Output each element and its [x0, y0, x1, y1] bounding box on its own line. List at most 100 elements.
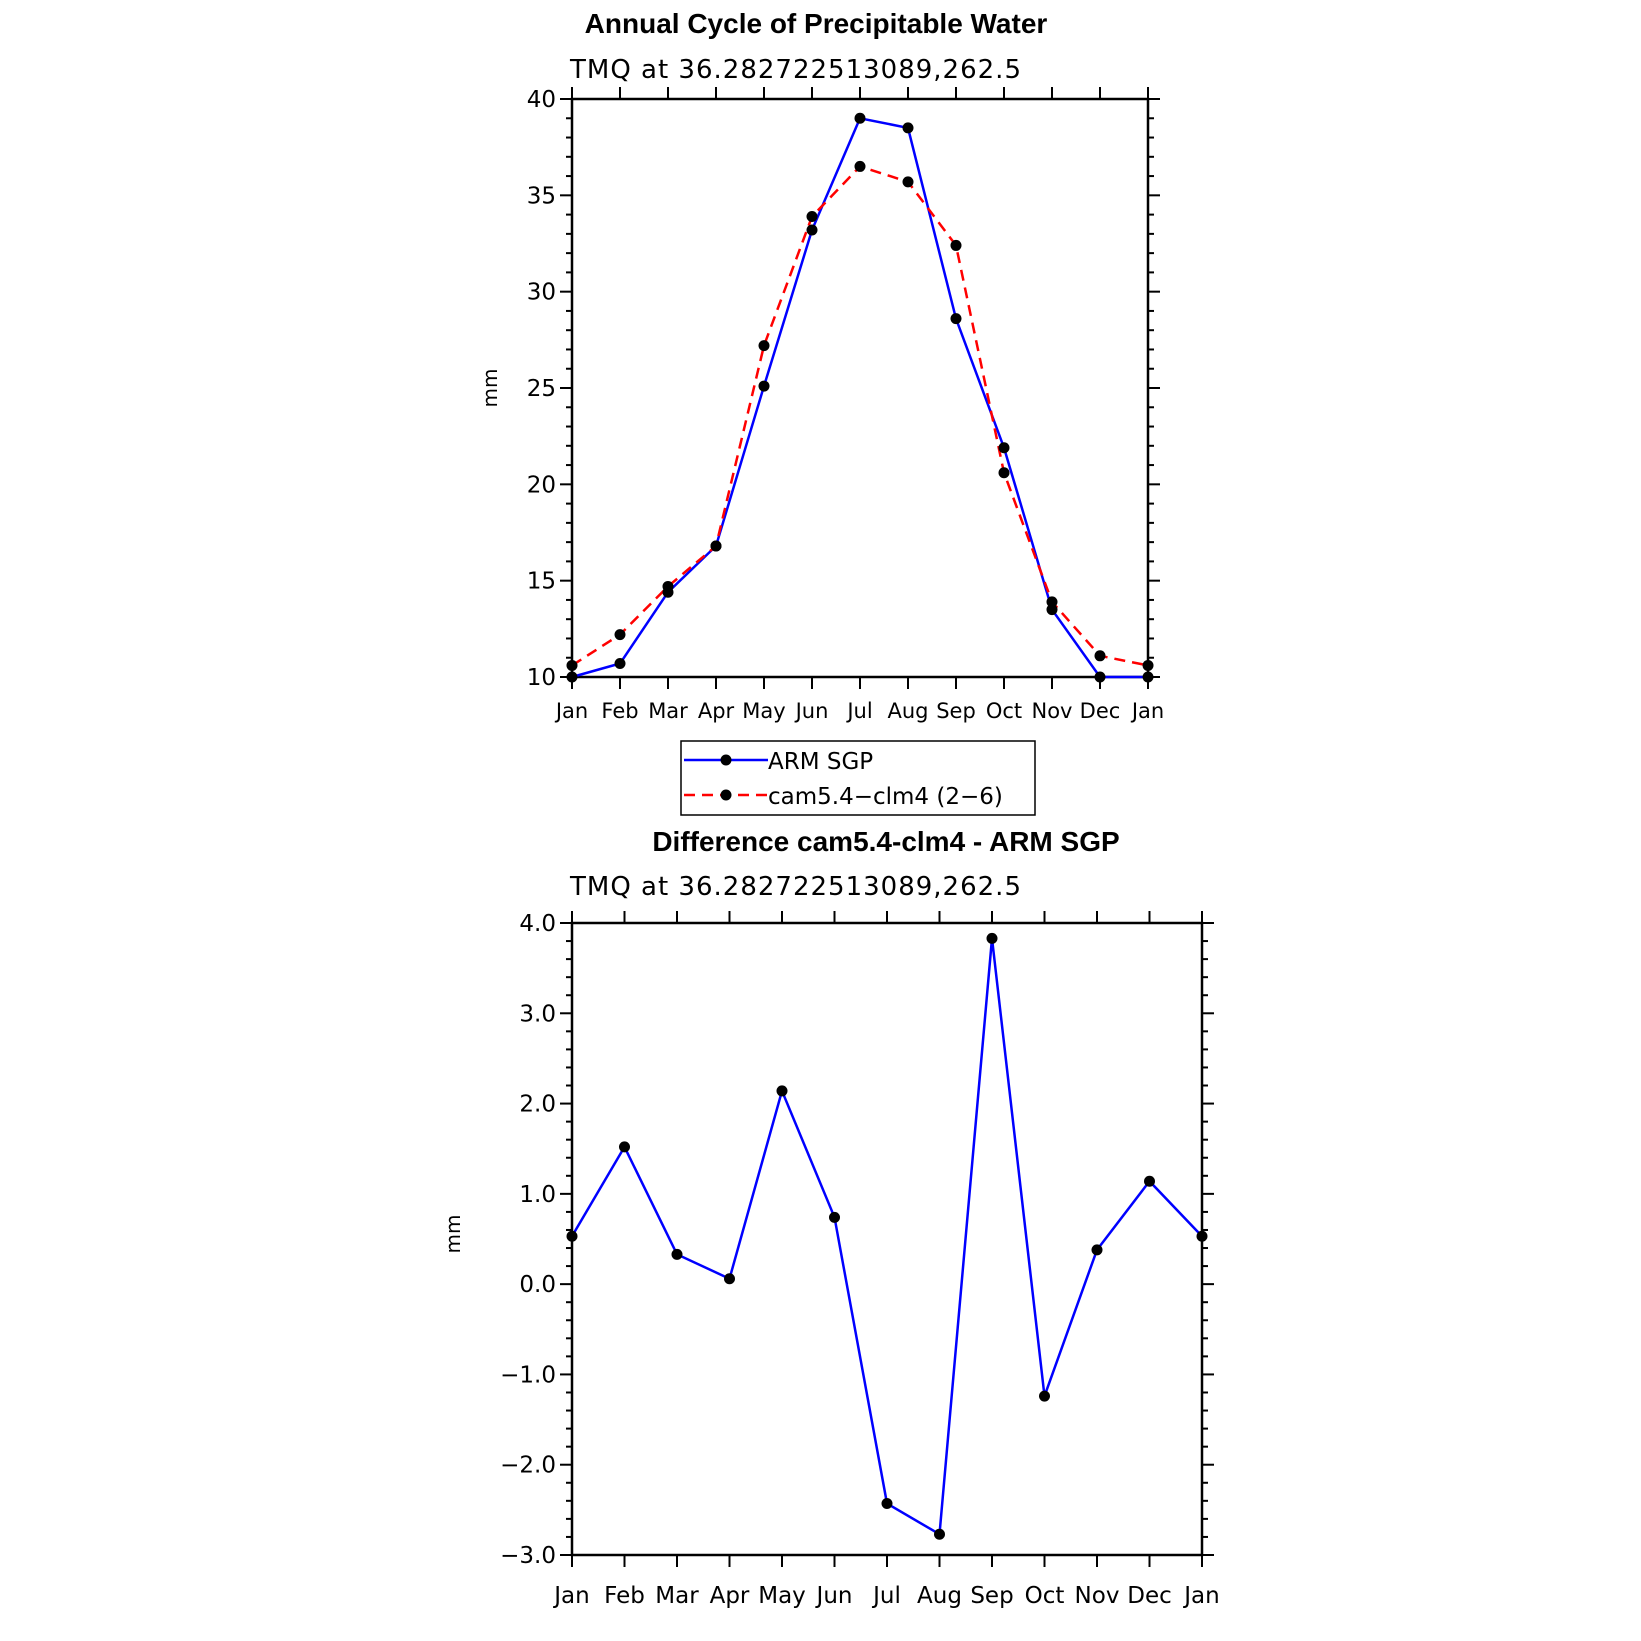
data-point — [934, 1528, 945, 1540]
x-tick-label: Jun — [794, 699, 829, 723]
x-tick-label: Jul — [871, 1583, 901, 1609]
x-tick-label: Nov — [1032, 699, 1073, 723]
x-tick-label: Aug — [887, 699, 928, 723]
y-tick-label: 25 — [527, 376, 556, 402]
data-point — [1142, 671, 1154, 683]
data-point — [1046, 604, 1058, 616]
difference-chart: Difference cam5.4-clm4 - ARM SGP TMQ at … — [441, 826, 1220, 1609]
y-tick-label: 15 — [527, 569, 556, 595]
data-point — [662, 580, 674, 592]
data-point — [1094, 650, 1106, 662]
data-point — [1094, 671, 1106, 683]
x-tick-label: Jul — [845, 699, 872, 723]
x-tick-label: Mar — [648, 699, 688, 723]
data-point — [1091, 1244, 1103, 1256]
x-tick-label: Jan — [554, 699, 588, 723]
data-point — [854, 112, 866, 124]
legend: ARM SGP cam5.4−clm4 (2−6) — [680, 740, 1036, 816]
data-point — [758, 380, 770, 392]
data-point — [758, 340, 770, 352]
data-point — [614, 658, 626, 670]
series-line-0 — [570, 938, 1203, 1537]
x-tick-label: Sep — [970, 1583, 1013, 1609]
data-point — [1046, 596, 1058, 608]
y-tick-label: 0.0 — [519, 1272, 556, 1298]
data-point — [902, 122, 914, 134]
data-point — [776, 1085, 788, 1097]
y-tick-label: 3.0 — [519, 1001, 556, 1027]
legend-label-arm-sgp: ARM SGP — [768, 749, 873, 775]
x-tick-label: Oct — [1025, 1583, 1065, 1609]
legend-label-cam: cam5.4−clm4 (2−6) — [768, 784, 1003, 810]
y-tick-label: 10 — [527, 665, 556, 691]
data-point — [724, 1273, 735, 1285]
x-tick-label: Sep — [936, 699, 976, 723]
annual-cycle-chart: Annual Cycle of Precipitable Water TMQ a… — [478, 8, 1164, 723]
data-point — [1144, 1175, 1155, 1187]
x-tick-label: Feb — [604, 1583, 645, 1609]
data-point — [902, 176, 914, 188]
legend-marker-arm-sgp — [720, 754, 732, 766]
chart-title: Annual Cycle of Precipitable Water — [585, 8, 1048, 39]
plot-frame — [570, 921, 1204, 1557]
data-point — [881, 1498, 893, 1510]
series-line-0 — [571, 116, 1148, 679]
data-point — [671, 1248, 683, 1260]
data-point — [986, 932, 998, 944]
data-point — [1142, 659, 1154, 671]
data-point — [854, 160, 866, 172]
y-tick-label: −3.0 — [500, 1543, 556, 1569]
data-point — [950, 239, 962, 251]
plot-area: −3.0 −2.0 −1.0 0.0 1.0 2.0 3.0 4.0 Jan Feb Mar Apr M… — [500, 911, 1220, 1609]
chart-title: Difference cam5.4-clm4 - ARM SGP — [652, 826, 1119, 857]
y-tick-label: 20 — [527, 472, 556, 498]
data-point — [806, 211, 818, 223]
x-tick-label: Oct — [986, 699, 1022, 723]
x-tick-label: May — [742, 699, 785, 723]
plot-area: 10 15 20 25 30 35 40 Jan Feb Mar Apr May Jun Jul Aug Se… — [527, 87, 1164, 723]
x-tick-label: Jan — [552, 1583, 589, 1609]
data-point — [710, 540, 722, 552]
y-axis-label: mm — [441, 1215, 465, 1254]
x-tick-label: Aug — [917, 1583, 962, 1609]
chart-subtitle: TMQ at 36.282722513089,262.5 — [569, 55, 1022, 85]
data-point — [1039, 1390, 1050, 1402]
data-point — [1196, 1230, 1208, 1242]
series-line-1 — [571, 165, 1149, 667]
x-tick-label: Jun — [815, 1583, 853, 1609]
data-point — [806, 224, 818, 236]
y-axis-label: mm — [478, 369, 502, 408]
y-tick-label: 30 — [527, 280, 556, 306]
y-tick-label: −1.0 — [500, 1362, 556, 1388]
chart-subtitle: TMQ at 36.282722513089,262.5 — [569, 872, 1022, 902]
y-tick-label: −2.0 — [500, 1453, 556, 1479]
y-tick-label: 2.0 — [519, 1092, 556, 1118]
x-tick-label: Jan — [1182, 1583, 1219, 1609]
data-point — [998, 442, 1010, 454]
y-tick-label: 35 — [527, 183, 556, 209]
x-tick-label: Apr — [698, 699, 735, 723]
data-point — [566, 1230, 578, 1242]
x-tick-label: Dec — [1127, 1583, 1172, 1609]
data-point — [829, 1211, 840, 1223]
data-point — [566, 671, 578, 683]
x-tick-label: Nov — [1075, 1583, 1120, 1609]
x-tick-label: Mar — [655, 1583, 699, 1609]
data-point — [619, 1141, 630, 1153]
data-point — [566, 659, 578, 671]
data-point — [998, 467, 1010, 479]
x-tick-label: May — [758, 1583, 806, 1609]
x-tick-label: Dec — [1080, 699, 1121, 723]
y-tick-label: 4.0 — [519, 911, 556, 937]
data-point — [614, 629, 626, 641]
plot-frame — [570, 97, 1150, 679]
x-tick-label: Feb — [601, 699, 638, 723]
data-point — [950, 313, 962, 325]
x-tick-label: Apr — [710, 1583, 750, 1609]
y-tick-label: 1.0 — [519, 1182, 556, 1208]
y-tick-label: 40 — [527, 87, 556, 113]
legend-marker-cam — [720, 789, 732, 801]
x-tick-label: Jan — [1130, 699, 1164, 723]
legend-box — [680, 740, 1036, 816]
